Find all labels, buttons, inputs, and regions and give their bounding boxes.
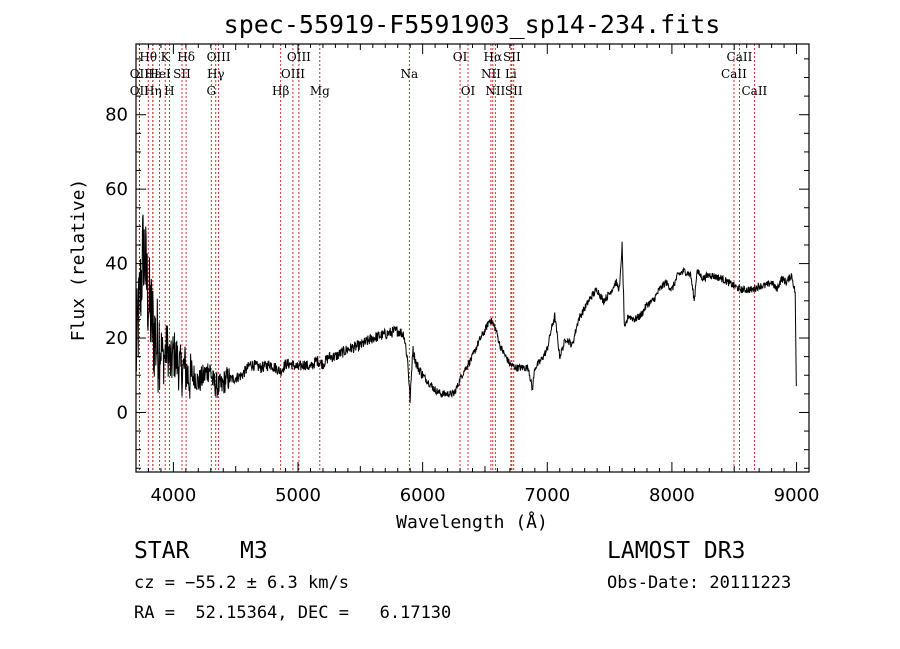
- plot-frame: [135, 43, 810, 473]
- emission-line-label: CaII: [721, 67, 747, 81]
- emission-line-label: NII: [481, 67, 501, 81]
- emission-line-label: Li: [505, 67, 517, 81]
- emission-line-label: HeI: [148, 67, 171, 81]
- x-tick-label: 5000: [275, 485, 321, 506]
- emission-line-label: Mg: [310, 84, 330, 98]
- y-tick-label: 20: [105, 328, 128, 349]
- y-tick-label: 0: [117, 402, 128, 423]
- emission-line-label: SII: [173, 67, 191, 81]
- emission-line-label: CaII: [741, 84, 767, 98]
- emission-line-label: NII: [485, 84, 505, 98]
- object-class: STAR: [134, 538, 190, 564]
- emission-line-label: Hθ: [139, 50, 157, 64]
- emission-line-label: OI: [453, 50, 468, 64]
- y-tick-label: 80: [105, 105, 128, 126]
- emission-line-label: SII: [503, 50, 521, 64]
- emission-line-label: Hγ: [207, 67, 225, 81]
- spectrum-line: [135, 214, 797, 404]
- emission-line-label: H: [164, 84, 174, 98]
- emission-line-label: OIII: [281, 67, 305, 81]
- observation-date: Obs-Date: 20111223: [607, 573, 792, 593]
- chart-title: spec-55919-F5591903_sp14-234.fits: [224, 10, 721, 39]
- x-axis-label: Wavelength (Å): [396, 511, 548, 533]
- emission-line-label: K: [161, 50, 171, 64]
- x-tick-label: 9000: [774, 485, 820, 506]
- emission-line-label: Hε: [144, 67, 161, 81]
- y-axis-label: Flux (relative): [68, 179, 89, 342]
- emission-line-label: SII: [505, 84, 523, 98]
- object-subclass: M3: [240, 538, 268, 564]
- emission-line-label: Hβ: [272, 84, 289, 98]
- emission-line-label: Na: [400, 67, 418, 81]
- coordinates: RA = 52.15364, DEC = 6.17130: [134, 603, 452, 623]
- emission-line-label: OI: [461, 84, 476, 98]
- y-tick-label: 40: [105, 254, 128, 275]
- emission-line-label: Hη: [144, 84, 162, 98]
- x-tick-label: 4000: [150, 485, 196, 506]
- emission-line-label: CaII: [727, 50, 753, 64]
- emission-line-label: OII: [130, 84, 150, 98]
- emission-line-label: OIII: [287, 50, 311, 64]
- emission-line-label: Hα: [484, 50, 503, 64]
- x-tick-label: 6000: [400, 485, 446, 506]
- y-tick-label: 60: [105, 179, 128, 200]
- emission-line-label: OIII: [207, 50, 231, 64]
- emission-line-label: G: [206, 84, 216, 98]
- redshift-velocity: cz = −55.2 ± 6.3 km/s: [134, 573, 349, 593]
- emission-line-label: Hδ: [177, 50, 195, 64]
- x-tick-label: 7000: [524, 485, 570, 506]
- emission-line-label: OII: [130, 67, 150, 81]
- survey-name: LAMOST DR3: [607, 538, 746, 564]
- x-tick-label: 8000: [649, 485, 695, 506]
